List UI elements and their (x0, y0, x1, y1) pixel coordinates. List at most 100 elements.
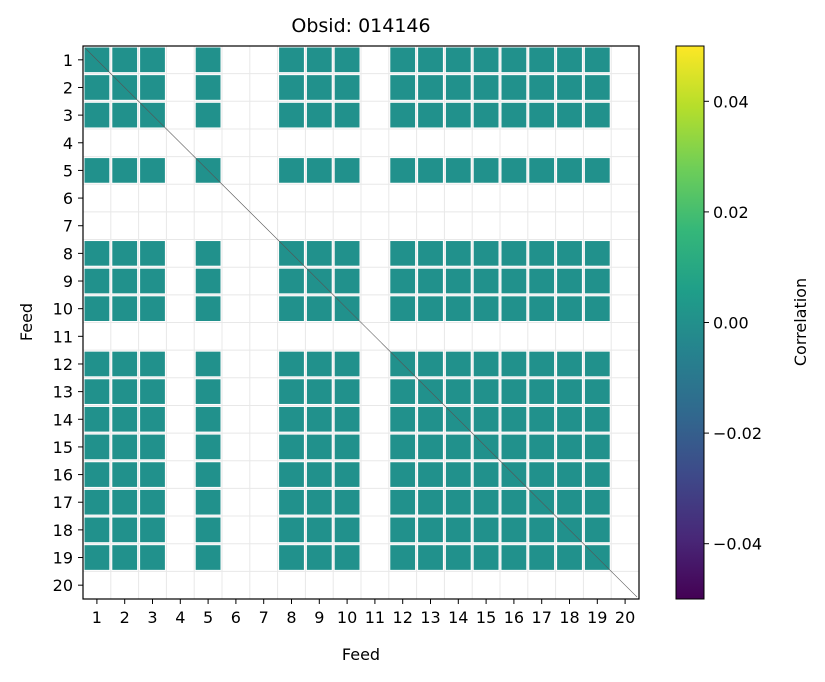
heatmap-cell (557, 268, 582, 294)
heatmap-cell (557, 351, 582, 377)
heatmap-cell (501, 545, 527, 570)
heatmap-cell (306, 434, 332, 460)
heatmap-cell (306, 158, 332, 183)
heatmap-cell (334, 434, 360, 460)
heatmap-cell (501, 406, 527, 432)
heatmap-cell (195, 489, 221, 515)
heatmap-cell (557, 406, 582, 432)
heatmap-cell (334, 406, 360, 432)
y-tick-label: 3 (63, 106, 73, 125)
heatmap-cell (334, 102, 360, 128)
heatmap-cell (418, 462, 443, 487)
heatmap-cell (529, 268, 555, 294)
x-tick-label: 18 (559, 608, 579, 627)
heatmap-cell (84, 406, 110, 432)
heatmap-cell (195, 517, 221, 543)
heatmap-cell (140, 75, 165, 100)
heatmap-cell (306, 102, 332, 128)
x-tick-label: 16 (504, 608, 524, 627)
heatmap-cell (84, 241, 110, 266)
heatmap-cell (473, 47, 499, 73)
heatmap-cell (390, 406, 416, 432)
heatmap-cell (306, 351, 332, 377)
heatmap-cell (529, 47, 555, 73)
heatmap-cell (112, 241, 138, 266)
y-tick-label: 20 (53, 576, 73, 595)
heatmap-cell (445, 545, 471, 570)
heatmap-cell (112, 406, 138, 432)
x-tick-label: 3 (147, 608, 157, 627)
heatmap-cell (501, 75, 527, 100)
heatmap-cell (140, 158, 165, 183)
heatmap-cell (557, 102, 582, 128)
heatmap-cell (140, 379, 165, 404)
heatmap-cell (334, 517, 360, 543)
heatmap-cell (195, 462, 221, 487)
heatmap-cell (195, 241, 221, 266)
heatmap-cell (112, 545, 138, 570)
heatmap-cell (279, 47, 304, 73)
x-tick-label: 14 (448, 608, 468, 627)
heatmap-cell (529, 75, 555, 100)
heatmap-cell (112, 296, 138, 321)
heatmap-cell (473, 102, 499, 128)
y-tick-label: 6 (63, 189, 73, 208)
x-tick-label: 9 (314, 608, 324, 627)
heatmap-cell (84, 351, 110, 377)
heatmap-cell (112, 102, 138, 128)
heatmap-cell (529, 434, 555, 460)
heatmap-cell (334, 489, 360, 515)
heatmap-cell (501, 517, 527, 543)
heatmap-cell (445, 462, 471, 487)
heatmap-cell (306, 75, 332, 100)
heatmap-cell (334, 268, 360, 294)
heatmap-cell (195, 75, 221, 100)
y-tick-label: 10 (53, 300, 73, 319)
heatmap-cell (501, 489, 527, 515)
heatmap-cell (84, 102, 110, 128)
y-tick-label: 19 (53, 549, 73, 568)
heatmap-cell (140, 47, 165, 73)
heatmap-cell (529, 241, 555, 266)
heatmap-cell (418, 545, 443, 570)
x-tick-label: 2 (120, 608, 130, 627)
heatmap-cell (445, 489, 471, 515)
heatmap-cell (418, 406, 443, 432)
colorbar-tick-label: −0.02 (713, 424, 762, 443)
heatmap-cell (584, 517, 610, 543)
heatmap-cell (445, 102, 471, 128)
heatmap-cell (445, 351, 471, 377)
heatmap-cell (306, 379, 332, 404)
colorbar-tick-label: 0.04 (713, 92, 749, 111)
y-tick-label: 11 (53, 327, 73, 346)
heatmap-cell (473, 379, 499, 404)
heatmap-cell (279, 158, 304, 183)
x-tick-label: 12 (393, 608, 413, 627)
heatmap-cell (140, 434, 165, 460)
heatmap-cell (140, 462, 165, 487)
heatmap-cell (418, 517, 443, 543)
y-tick-label: 2 (63, 78, 73, 97)
heatmap-cell (84, 296, 110, 321)
x-tick-label: 19 (587, 608, 607, 627)
heatmap-cell (529, 517, 555, 543)
heatmap-diagonal (84, 47, 638, 598)
heatmap-cell (112, 434, 138, 460)
heatmap-cell (501, 158, 527, 183)
heatmap-cell (418, 296, 443, 321)
heatmap-cell (112, 158, 138, 183)
y-tick-label: 5 (63, 161, 73, 180)
heatmap-cell (390, 462, 416, 487)
heatmap-cell (501, 102, 527, 128)
heatmap-cell (84, 462, 110, 487)
heatmap-cell (418, 47, 443, 73)
heatmap-cell (473, 296, 499, 321)
heatmap-cell (501, 351, 527, 377)
heatmap-cell (390, 158, 416, 183)
heatmap-cell (473, 406, 499, 432)
heatmap-cell (473, 75, 499, 100)
heatmap-cell (334, 379, 360, 404)
heatmap-cell (473, 489, 499, 515)
heatmap-cell (529, 158, 555, 183)
